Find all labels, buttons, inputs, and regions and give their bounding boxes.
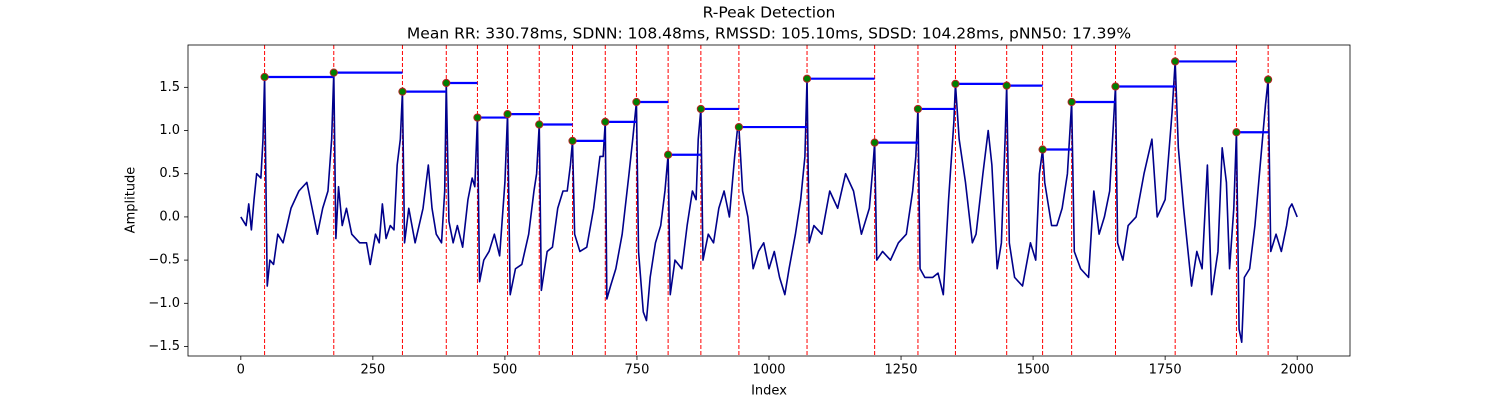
signal-line [240, 60, 1298, 343]
x-tick-label: 1250 [884, 363, 917, 378]
chart-subtitle: Mean RR: 330.78ms, SDNN: 108.48ms, RMSSD… [407, 25, 1131, 43]
peak-marker [870, 138, 879, 147]
x-tick-label: 1750 [1149, 363, 1182, 378]
x-axis-label: Index [751, 384, 787, 399]
peak-marker [696, 104, 705, 114]
x-tick-label: 500 [492, 363, 517, 378]
peak-marker [260, 72, 269, 82]
peak-marker [568, 136, 577, 145]
y-tick-label: −1.5 [148, 339, 180, 354]
y-tick-label: 0.5 [159, 166, 180, 181]
peak-marker [535, 120, 544, 129]
y-tick-label: 1.0 [159, 123, 180, 138]
peak-marker [734, 122, 743, 132]
y-axis-label: Amplitude [124, 167, 139, 234]
peak-marker [1002, 81, 1011, 90]
peak-marker [473, 113, 482, 122]
peak-marker [664, 150, 673, 159]
peak-marker [1111, 82, 1120, 91]
peak-marker [1232, 128, 1241, 137]
x-tick-label: 750 [625, 363, 650, 378]
peak-marker [1264, 75, 1273, 84]
peak-marker [802, 74, 812, 83]
peak-marker [1067, 97, 1076, 107]
x-tick-label: 0 [237, 363, 245, 378]
x-tick-label: 2000 [1281, 363, 1314, 378]
peak-marker [398, 87, 407, 96]
peak-marker [1171, 57, 1180, 66]
chart-title: R-Peak Detection [703, 4, 836, 22]
plot-frame [187, 44, 1351, 357]
peak-marker [632, 97, 641, 107]
peak-marker [913, 104, 923, 114]
x-tick-label: 250 [360, 363, 385, 378]
peak-marker [329, 68, 338, 77]
x-tick-label: 1500 [1017, 363, 1050, 378]
y-tick-label: −1.0 [148, 296, 180, 311]
x-tick-label: 1000 [752, 363, 785, 378]
y-tick-label: −0.5 [148, 253, 180, 268]
peak-marker [442, 78, 451, 88]
y-tick-label: 1.5 [159, 80, 180, 95]
peak-marker [503, 110, 512, 119]
peak-marker [1038, 145, 1047, 154]
y-tick-label: 0.0 [159, 209, 180, 224]
peak-marker [601, 117, 610, 126]
peak-marker [951, 79, 960, 88]
